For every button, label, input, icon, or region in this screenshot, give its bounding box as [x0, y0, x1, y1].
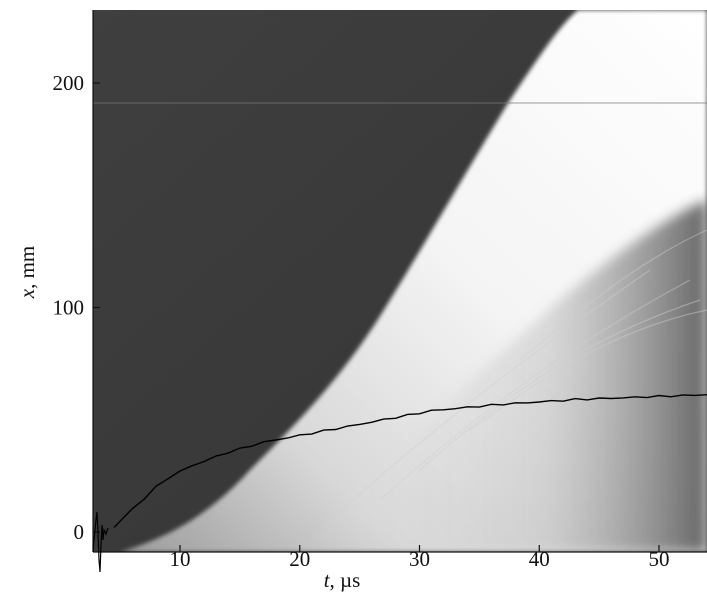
x-axis-unit: , µs: [330, 568, 361, 592]
streak-image: [93, 10, 707, 552]
x-tick-label-40: 40: [529, 547, 550, 571]
y-tick-label-0: 0: [74, 520, 85, 544]
x-tick-label-30: 30: [409, 547, 430, 571]
y-axis-label: x, mm: [15, 246, 39, 300]
x-axis-label: t, µs: [324, 568, 361, 592]
x-tick-label-50: 50: [649, 547, 670, 571]
y-axis-unit: , mm: [15, 246, 39, 289]
y-tick-label-100: 100: [53, 296, 85, 320]
y-tick-label-200: 200: [53, 71, 85, 95]
x-tick-label-20: 20: [289, 547, 310, 571]
x-tick-label-10: 10: [170, 547, 191, 571]
